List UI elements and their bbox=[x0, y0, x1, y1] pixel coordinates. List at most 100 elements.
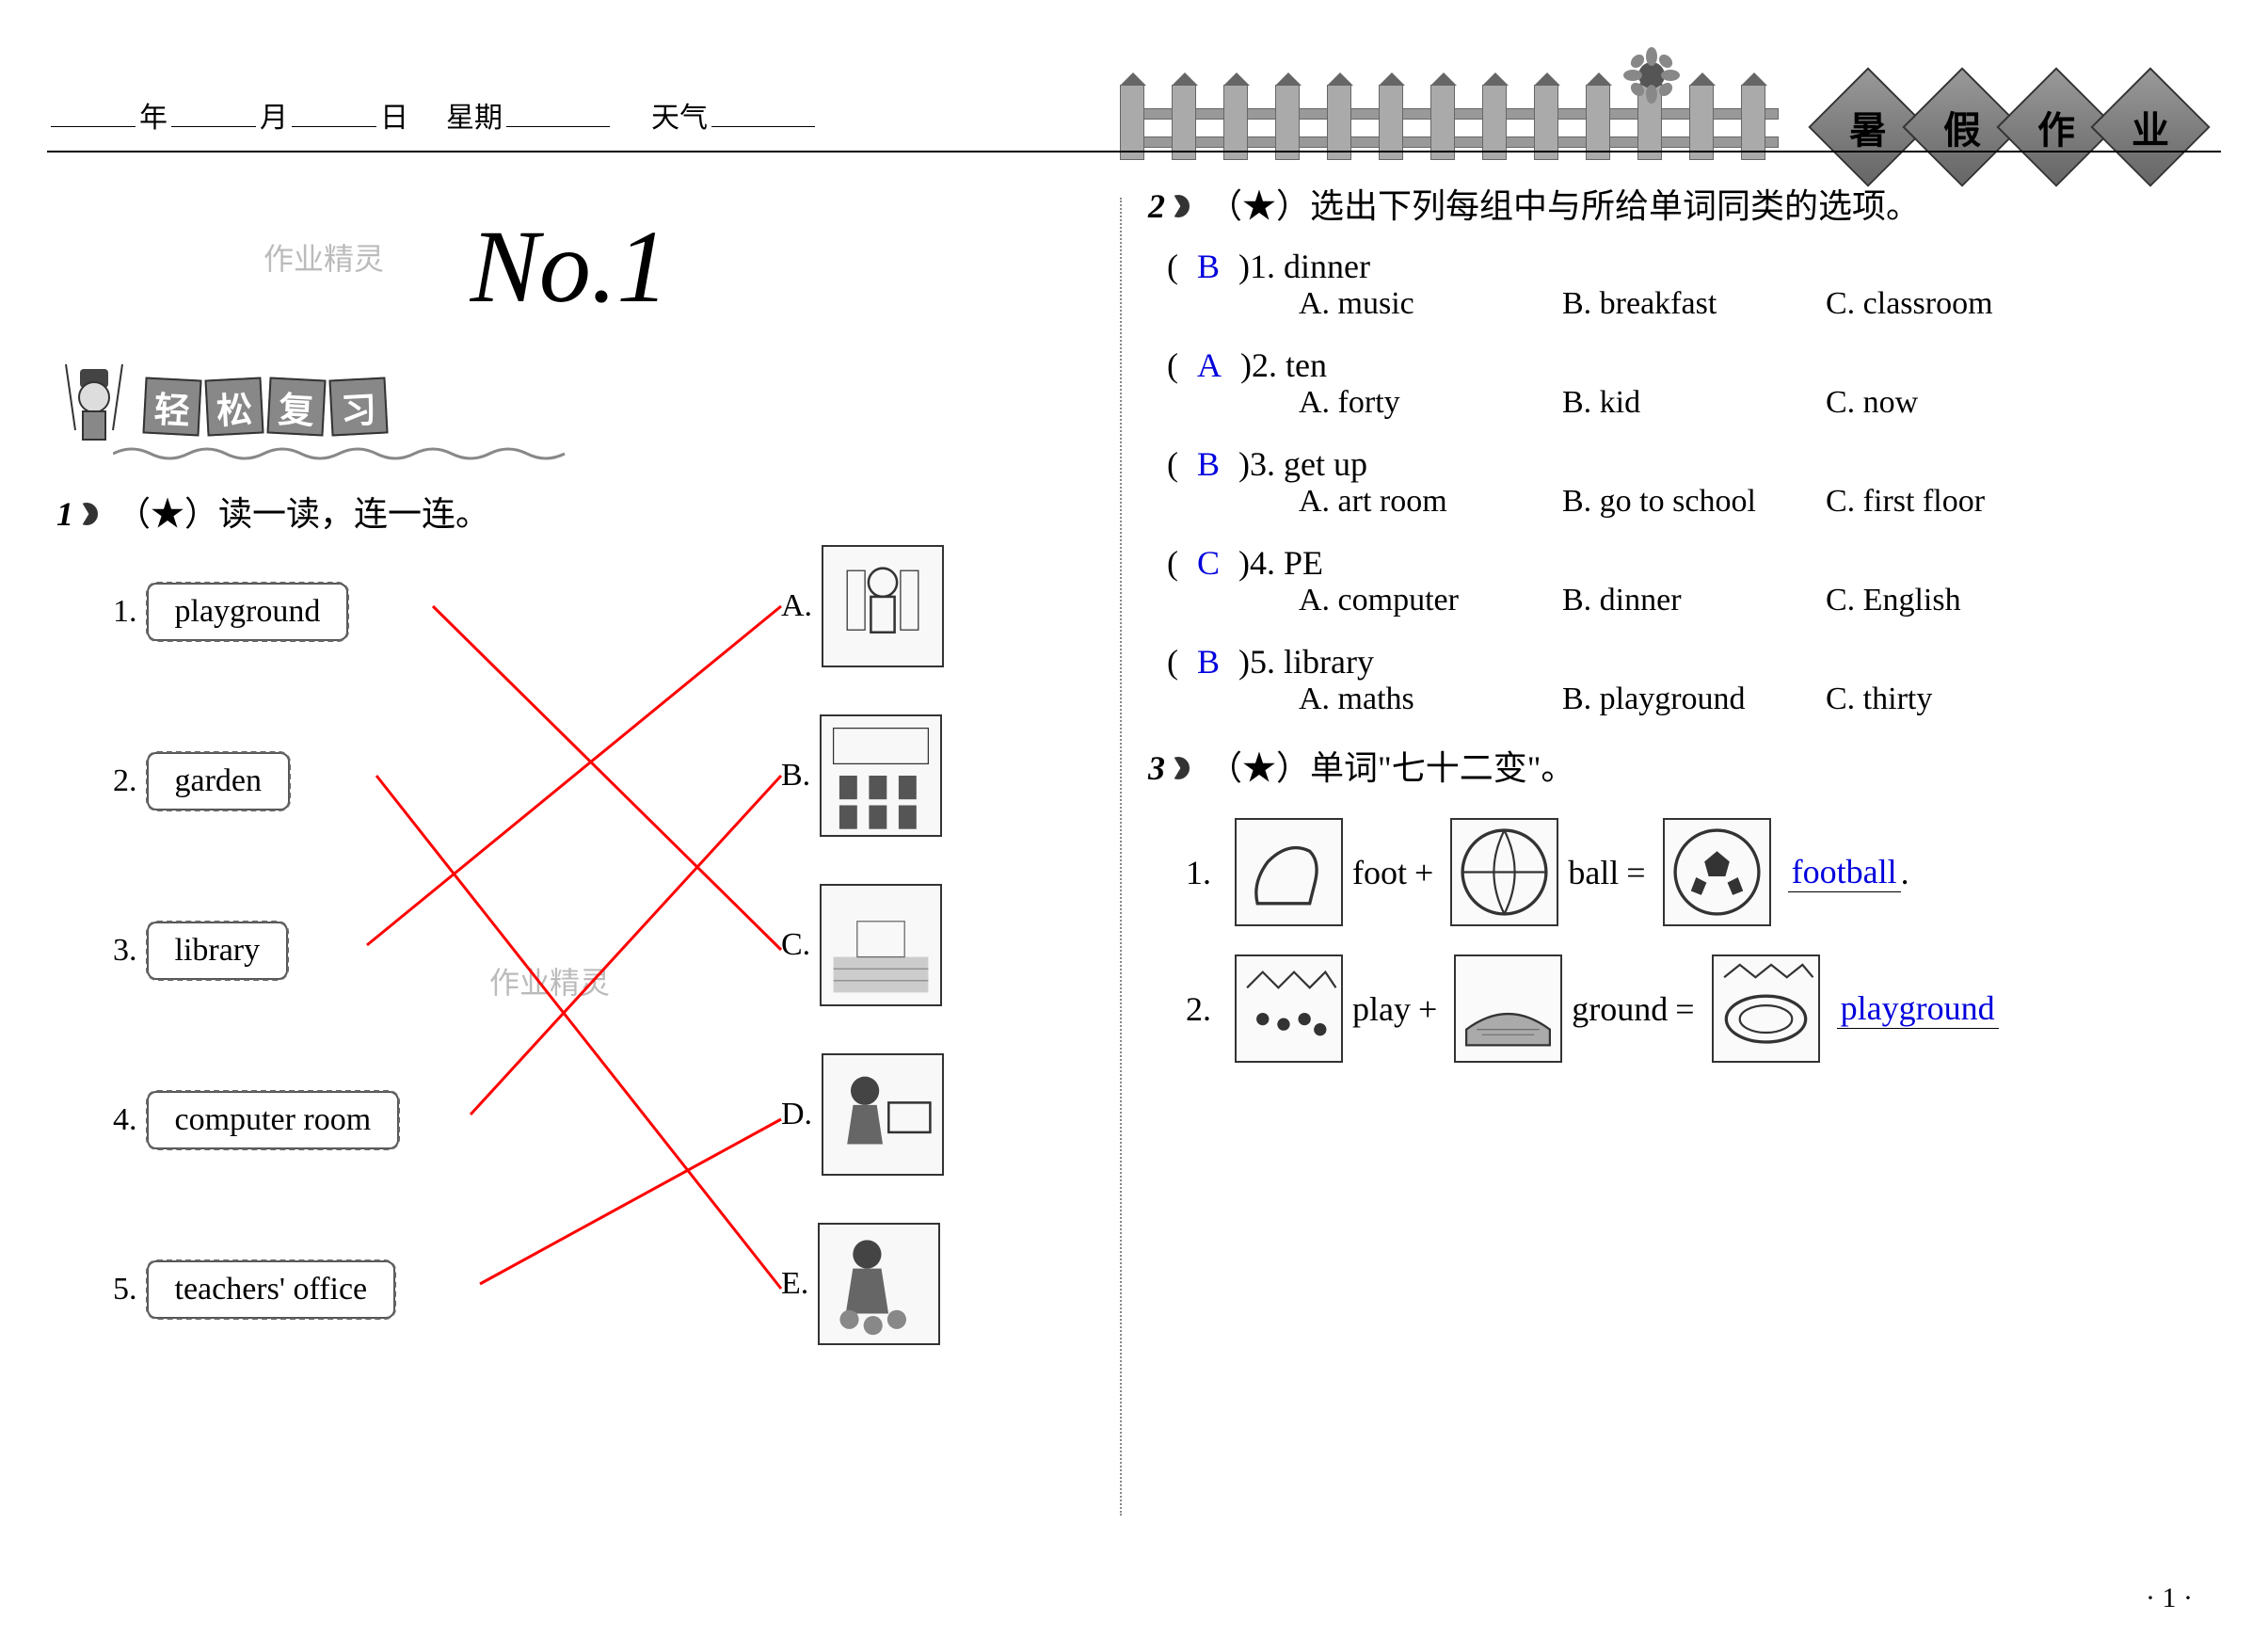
q2-opt-B-1[interactable]: B. breakfast bbox=[1562, 286, 1826, 322]
day-blank[interactable] bbox=[292, 126, 376, 127]
q2-word-4: PE bbox=[1284, 544, 1323, 582]
q2-opt-B-2[interactable]: B. kid bbox=[1562, 385, 1826, 421]
word-item-2: 2. garden bbox=[113, 752, 290, 810]
exercise-1: 作业精灵 1. playground 2. garden 3. library … bbox=[56, 564, 1082, 1411]
word-box-1: playground bbox=[147, 583, 349, 641]
date-line: 年 月 日 星期 天气 bbox=[47, 94, 819, 136]
watermark-2: 作业精灵 bbox=[489, 959, 610, 1002]
day-label: 日 bbox=[380, 94, 408, 136]
pic-box-A bbox=[822, 545, 944, 667]
pic-item-B: B. bbox=[781, 714, 942, 837]
section-char-4: 习 bbox=[328, 377, 388, 436]
q2-opt-B-3[interactable]: B. go to school bbox=[1562, 484, 1826, 520]
title-char-1: 暑 bbox=[1849, 100, 1887, 154]
q2-number: 2 bbox=[1148, 186, 1190, 226]
match-line bbox=[433, 606, 781, 950]
q2-item-3: (B)3. get upA. art roomB. go to schoolC.… bbox=[1148, 444, 2230, 520]
q2-opt-A-3[interactable]: A. art room bbox=[1299, 484, 1562, 520]
eq-w2-2: ground bbox=[1572, 989, 1668, 1029]
eq-op1-1: + bbox=[1414, 853, 1433, 892]
eq-answer-1: football bbox=[1788, 852, 1901, 892]
exercise-3: 3 （★）单词"七十二变"。 1. foot + ball = football… bbox=[1148, 741, 2230, 1063]
year-label: 年 bbox=[139, 94, 168, 136]
q1-header: 1 （★）读一读，连一连。 bbox=[56, 487, 1082, 536]
word-item-4: 4. computer room bbox=[113, 1091, 399, 1149]
header-divider bbox=[47, 151, 2221, 152]
q1-number: 1 bbox=[56, 494, 98, 534]
q2-word-1: dinner bbox=[1284, 248, 1370, 285]
q2-opt-A-2[interactable]: A. forty bbox=[1299, 385, 1562, 421]
football-icon bbox=[1663, 818, 1771, 926]
section-char-2: 松 bbox=[204, 377, 264, 436]
q2-opt-A-5[interactable]: A. maths bbox=[1299, 682, 1562, 717]
q2-item-1: (B)1. dinnerA. musicB. breakfastC. class… bbox=[1148, 247, 2230, 322]
q2-answer-row-3: (B)3. get up bbox=[1167, 444, 2230, 484]
girl-icon bbox=[56, 364, 132, 449]
pic-box-E bbox=[818, 1223, 940, 1345]
pic-label-B: B. bbox=[781, 758, 810, 794]
q2-answer-1: B bbox=[1197, 248, 1220, 285]
q2-options-1: A. musicB. breakfastC. classroom bbox=[1299, 286, 2230, 322]
fence-decoration: 暑 假 作 业 bbox=[1120, 75, 2230, 188]
pic-label-A: A. bbox=[781, 588, 812, 624]
match-line bbox=[367, 606, 781, 945]
q2-opt-A-1[interactable]: A. music bbox=[1299, 286, 1562, 322]
q2-answer-row-2: (A)2. ten bbox=[1167, 345, 2230, 385]
eq-op2-1: = bbox=[1626, 853, 1645, 892]
watermark: 作业精灵 bbox=[264, 235, 384, 279]
section-header: 轻 松 复 习 bbox=[56, 364, 1082, 449]
q2-item-4: (C)4. PEA. computerB. dinnerC. English bbox=[1148, 543, 2230, 618]
wave-underline bbox=[113, 444, 772, 463]
q2-word-2: ten bbox=[1286, 346, 1327, 384]
month-blank[interactable] bbox=[171, 126, 256, 127]
weekday-blank[interactable] bbox=[506, 126, 610, 127]
q1-title: （★）读一读，连一连。 bbox=[117, 487, 489, 536]
q3-header: 3 （★）单词"七十二变"。 bbox=[1148, 741, 2230, 790]
q2-answer-5: B bbox=[1197, 643, 1220, 681]
q2-opt-C-4[interactable]: C. English bbox=[1826, 583, 2089, 618]
q2-answer-row-1: (B)1. dinner bbox=[1167, 247, 2230, 286]
eq-num-1: 1. bbox=[1186, 853, 1211, 892]
q2-options-5: A. mathsB. playgroundC. thirty bbox=[1299, 682, 2230, 717]
q2-opt-C-1[interactable]: C. classroom bbox=[1826, 286, 2089, 322]
eq-w1-2: play bbox=[1352, 989, 1411, 1029]
q2-word-5: library bbox=[1284, 643, 1374, 681]
unit-title: No.1 bbox=[56, 207, 1082, 327]
exercise-2: 2 （★）选出下列每组中与所给单词同类的选项。 (B)1. dinnerA. m… bbox=[1148, 179, 2230, 717]
q2-opt-C-3[interactable]: C. first floor bbox=[1826, 484, 2089, 520]
pic-label-C: C. bbox=[781, 927, 810, 963]
page-number: · 1 · bbox=[2146, 1582, 2193, 1614]
q2-opt-C-2[interactable]: C. now bbox=[1826, 385, 2089, 421]
q3-number: 3 bbox=[1148, 748, 1190, 788]
word-item-5: 5. teachers' office bbox=[113, 1260, 395, 1319]
word-box-3: library bbox=[147, 922, 289, 980]
eq-answer-2: playground bbox=[1837, 988, 1999, 1029]
match-line bbox=[376, 776, 781, 1289]
word-item-3: 3. library bbox=[113, 922, 288, 980]
word-box-2: garden bbox=[147, 752, 291, 810]
q3-title: （★）单词"七十二变"。 bbox=[1208, 741, 1574, 790]
ground-icon bbox=[1454, 954, 1562, 1063]
q2-opt-A-4[interactable]: A. computer bbox=[1299, 583, 1562, 618]
pic-box-B bbox=[820, 714, 942, 837]
q2-opt-B-5[interactable]: B. playground bbox=[1562, 682, 1826, 717]
pic-item-D: D. bbox=[781, 1053, 944, 1176]
q2-opt-B-4[interactable]: B. dinner bbox=[1562, 583, 1826, 618]
sunflower-icon bbox=[1619, 47, 1685, 113]
year-blank[interactable] bbox=[51, 126, 136, 127]
q2-answer-row-5: (B)5. library bbox=[1167, 642, 2230, 682]
match-line bbox=[480, 1119, 781, 1284]
ball-icon bbox=[1450, 818, 1558, 926]
q2-answer-3: B bbox=[1197, 445, 1220, 483]
q2-item-2: (A)2. tenA. fortyB. kidC. now bbox=[1148, 345, 2230, 421]
pic-item-A: A. bbox=[781, 545, 944, 667]
pic-item-E: E. bbox=[781, 1223, 940, 1345]
q2-options-4: A. computerB. dinnerC. English bbox=[1299, 583, 2230, 618]
word-num-1: 1. bbox=[113, 594, 137, 630]
pic-box-D bbox=[822, 1053, 944, 1176]
section-char-3: 复 bbox=[266, 377, 326, 436]
weather-blank[interactable] bbox=[711, 126, 815, 127]
q2-word-3: get up bbox=[1284, 445, 1367, 483]
q2-opt-C-5[interactable]: C. thirty bbox=[1826, 682, 2089, 717]
column-divider bbox=[1120, 198, 1122, 1516]
